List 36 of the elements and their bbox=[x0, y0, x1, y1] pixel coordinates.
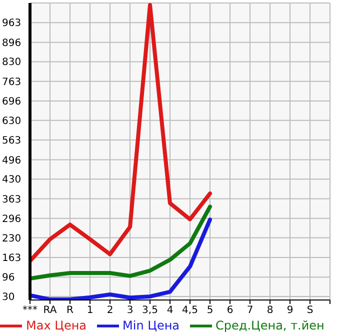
y-tick-label: 963 bbox=[2, 18, 22, 30]
x-tick-label: 8 bbox=[266, 305, 274, 316]
y-tick-label: 230 bbox=[2, 233, 22, 244]
y-tick-label: 496 bbox=[2, 155, 22, 166]
y-tick-label: 563 bbox=[2, 136, 22, 147]
y-tick-label: 96 bbox=[2, 272, 15, 284]
x-tick-label: 3 bbox=[126, 305, 134, 316]
x-tick-label: *** bbox=[22, 305, 38, 316]
y-tick-label: 163 bbox=[2, 252, 22, 264]
legend-label: Min Цена bbox=[122, 318, 180, 332]
line-series bbox=[30, 204, 212, 281]
y-tick-label: 296 bbox=[2, 214, 22, 225]
legend-label: Сред.Цена, т.йен bbox=[216, 318, 324, 332]
y-tick-label: 30 bbox=[2, 292, 15, 304]
x-tick-label: R bbox=[66, 305, 74, 316]
x-tick-label: 5 bbox=[206, 305, 214, 316]
y-tick-label: 696 bbox=[2, 96, 22, 108]
x-tick-label: 4 bbox=[166, 305, 174, 316]
x-tick-label: 4,5 bbox=[182, 305, 198, 316]
y-tick-label: 363 bbox=[2, 194, 22, 206]
y-tick-label: 430 bbox=[2, 174, 22, 186]
x-tick-label: RA bbox=[43, 305, 57, 316]
line-series bbox=[30, 218, 212, 300]
x-tick-label: S bbox=[306, 305, 314, 316]
x-tick-label: 2 bbox=[106, 305, 114, 316]
x-tick-label: 7 bbox=[246, 305, 254, 316]
y-tick-label: 763 bbox=[2, 76, 22, 88]
x-tick-label: 3,5 bbox=[142, 305, 158, 316]
line-series bbox=[30, 3, 212, 263]
y-tick-label: 830 bbox=[2, 57, 22, 68]
y-tick-label: 630 bbox=[2, 116, 22, 127]
x-tick-label: 1 bbox=[86, 305, 94, 316]
x-tick-label: 6 bbox=[226, 305, 234, 316]
legend-label: Max Цена bbox=[26, 318, 87, 332]
x-tick-label: 9 bbox=[286, 305, 294, 316]
y-tick-label: 896 bbox=[2, 38, 22, 49]
